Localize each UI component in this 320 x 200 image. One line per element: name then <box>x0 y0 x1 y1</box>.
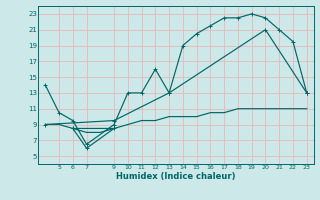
X-axis label: Humidex (Indice chaleur): Humidex (Indice chaleur) <box>116 172 236 181</box>
